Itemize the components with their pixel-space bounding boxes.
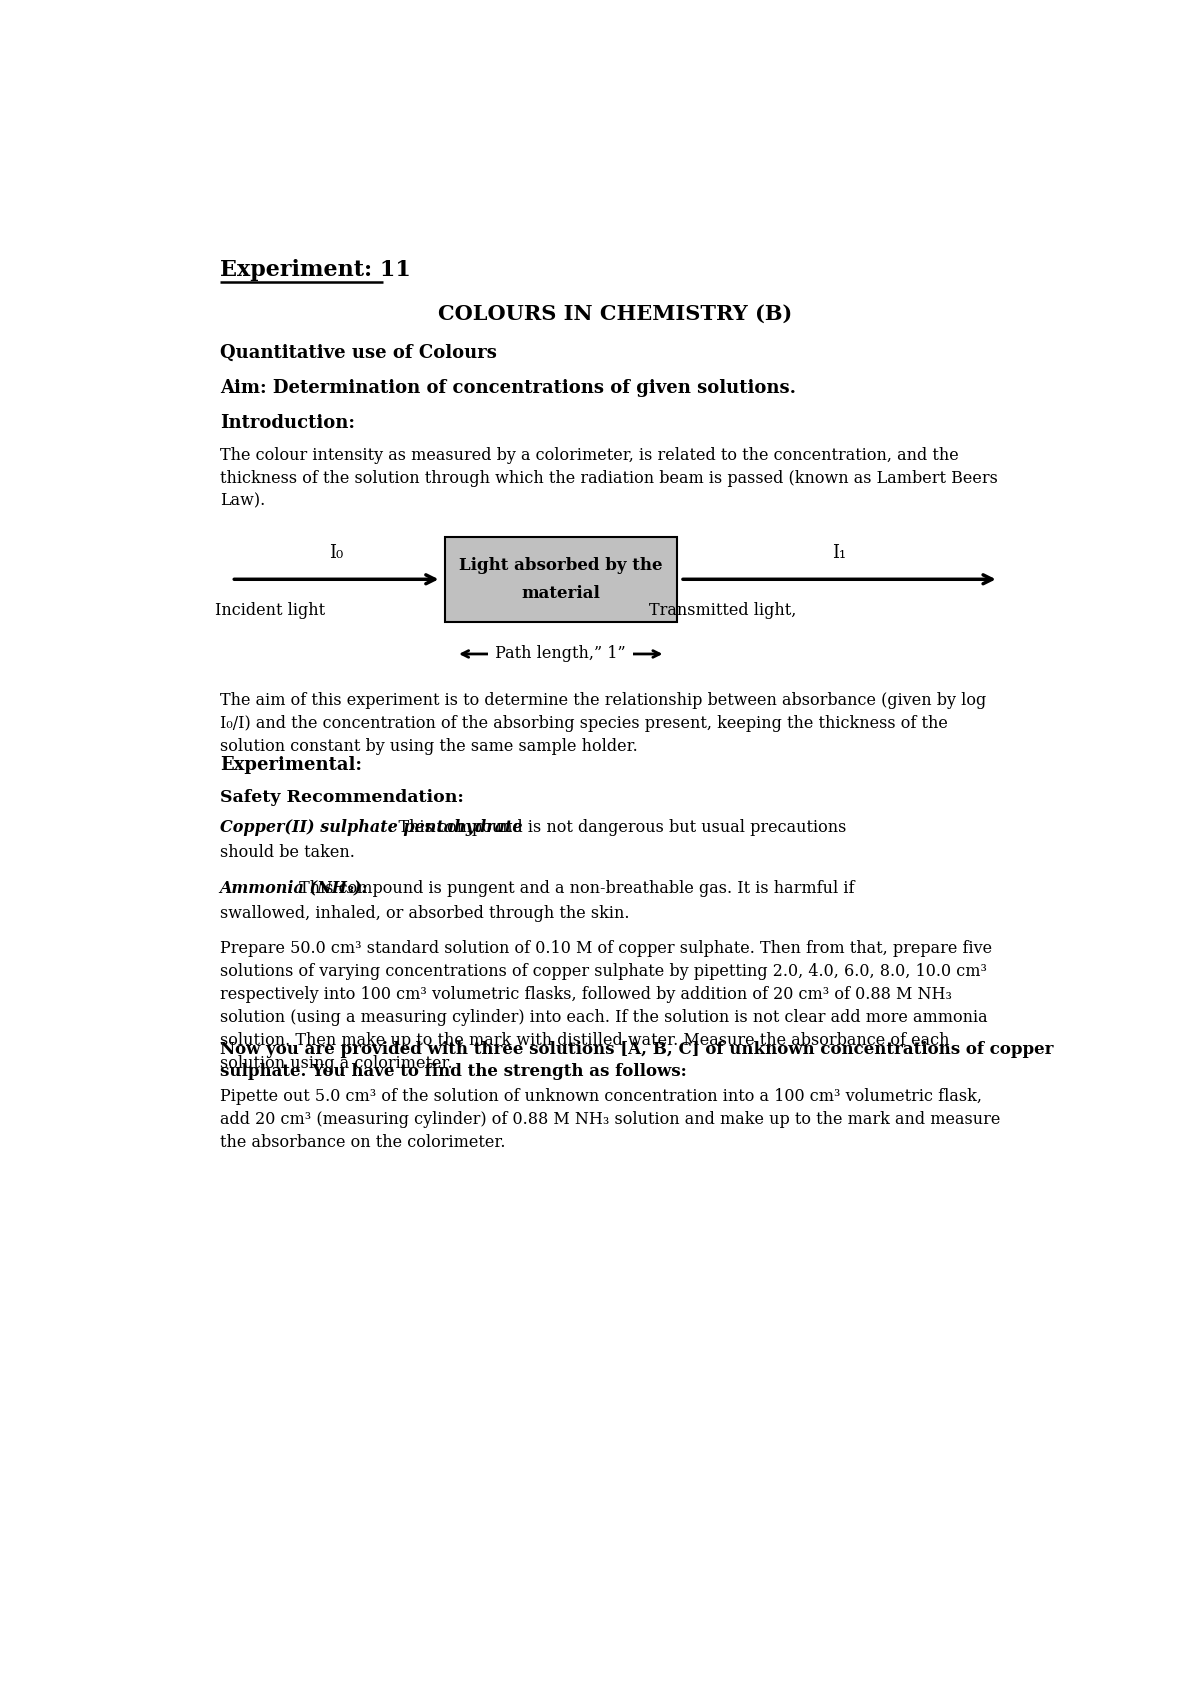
Text: Pipette out 5.0 cm³ of the solution of unknown concentration into a 100 cm³ volu: Pipette out 5.0 cm³ of the solution of u… [220, 1089, 1000, 1152]
Text: Copper(II) sulphate pentahydrate: Copper(II) sulphate pentahydrate [220, 819, 522, 836]
Text: I₀: I₀ [329, 544, 343, 563]
Text: Path length,” 1”: Path length,” 1” [491, 646, 631, 663]
Text: Aim: Determination of concentrations of given solutions.: Aim: Determination of concentrations of … [220, 380, 796, 397]
Text: COLOURS IN CHEMISTRY (B): COLOURS IN CHEMISTRY (B) [438, 304, 792, 324]
Text: : This compound is not dangerous but usual precautions: : This compound is not dangerous but usu… [389, 819, 847, 836]
Text: Light absorbed by the: Light absorbed by the [458, 556, 662, 573]
Bar [444, 538, 677, 622]
Text: material: material [521, 585, 600, 602]
Text: The colour intensity as measured by a colorimeter, is related to the concentrati: The colour intensity as measured by a co… [220, 446, 997, 509]
Text: swallowed, inhaled, or absorbed through the skin.: swallowed, inhaled, or absorbed through … [220, 906, 629, 923]
Text: Safety Recommendation:: Safety Recommendation: [220, 790, 463, 807]
Text: Experiment: 11: Experiment: 11 [220, 259, 410, 282]
Text: The aim of this experiment is to determine the relationship between absorbance (: The aim of this experiment is to determi… [220, 692, 986, 755]
Text: Now you are provided with three solutions [A, B, C] of unknown concentrations of: Now you are provided with three solution… [220, 1041, 1054, 1080]
Text: Introduction:: Introduction: [220, 414, 355, 432]
Text: Ammonia (NH₃):: Ammonia (NH₃): [220, 880, 368, 897]
Text: Prepare 50.0 cm³ standard solution of 0.10 M of copper sulphate. Then from that,: Prepare 50.0 cm³ standard solution of 0.… [220, 940, 992, 1072]
Text: Incident light: Incident light [215, 602, 325, 619]
Text: Experimental:: Experimental: [220, 756, 361, 773]
Text: I₁: I₁ [833, 544, 846, 563]
Text: should be taken.: should be taken. [220, 845, 355, 862]
Text: This compound is pungent and a non-breathable gas. It is harmful if: This compound is pungent and a non-breat… [294, 880, 854, 897]
Text: Transmitted light,: Transmitted light, [649, 602, 797, 619]
Text: Quantitative use of Colours: Quantitative use of Colours [220, 344, 497, 361]
